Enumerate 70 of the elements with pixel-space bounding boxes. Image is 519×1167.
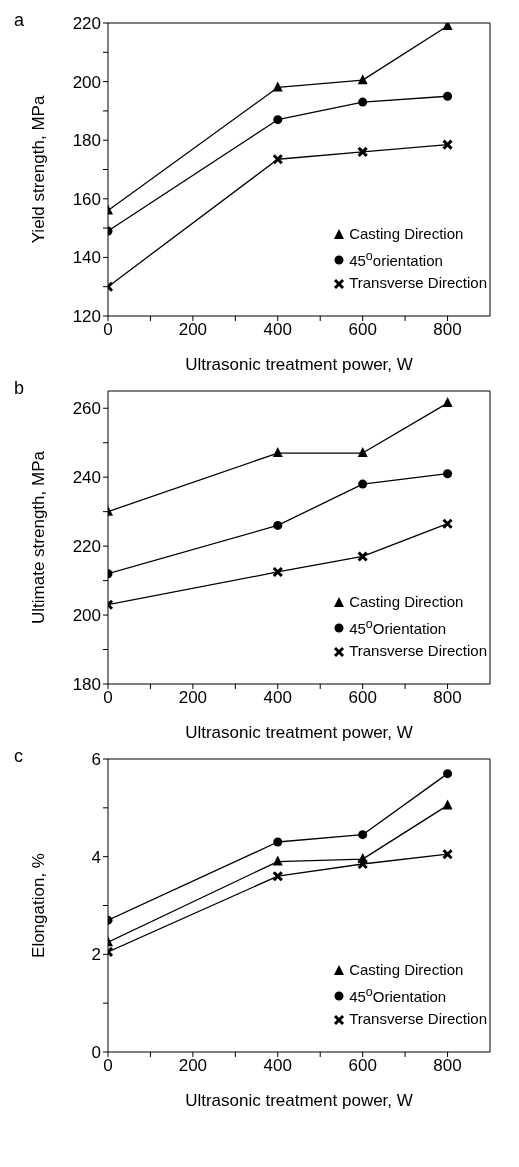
y-tick-label: 160 — [72, 189, 101, 209]
x-tick-label: 400 — [263, 688, 292, 708]
x-tick-label: 800 — [433, 1056, 462, 1076]
point — [273, 837, 283, 847]
x-tick-label: 200 — [178, 688, 208, 708]
point — [442, 397, 453, 408]
y-tick-label: 4 — [91, 847, 101, 867]
point — [442, 139, 454, 151]
x-axis-title: Ultrasonic treatment power, W — [185, 355, 413, 374]
y-tick-label: 140 — [72, 248, 101, 268]
point — [442, 518, 454, 530]
point — [442, 848, 454, 860]
y-tick-label: 180 — [72, 675, 101, 695]
x-axis-title: Ultrasonic treatment power, W — [185, 1091, 413, 1110]
point — [357, 550, 369, 562]
x-tick-label: 600 — [348, 688, 377, 708]
y-tick-label: 0 — [91, 1043, 101, 1063]
y-axis-title: Elongation, % — [29, 853, 49, 958]
y-axis-title: Yield strength, MPa — [29, 95, 49, 244]
text: c — [14, 746, 23, 767]
point — [358, 479, 368, 489]
point — [273, 520, 283, 530]
x-tick-label: 400 — [263, 320, 292, 340]
y-tick-label: 200 — [72, 606, 101, 626]
legend-label: Transverse Direction — [349, 273, 487, 293]
x-tick-label: 600 — [348, 320, 377, 340]
text: a — [14, 10, 25, 31]
point — [443, 469, 453, 479]
y-tick-label: 240 — [72, 468, 101, 488]
point — [272, 81, 283, 92]
y-tick-label: 2 — [91, 945, 101, 965]
x-tick-label: 400 — [263, 1056, 292, 1076]
text: b — [14, 378, 25, 399]
legend-label: 45$^{o}$Orientation — [349, 616, 447, 639]
x-axis-title: Ultrasonic treatment power, W — [185, 723, 413, 742]
legend-label: 45$^{o}$Orientation — [349, 984, 447, 1007]
point — [358, 830, 368, 840]
y-tick-label: 6 — [91, 750, 101, 770]
x-tick-label: 800 — [433, 320, 462, 340]
point — [273, 115, 283, 125]
y-tick-label: 260 — [72, 399, 101, 419]
x-tick-label: 600 — [348, 1056, 377, 1076]
y-tick-label: 120 — [72, 307, 101, 327]
legend-label: 45$^{o}$orientation — [349, 248, 443, 271]
legend-label: Casting Direction — [349, 592, 464, 612]
point — [442, 799, 453, 810]
legend-label: Transverse Direction — [349, 641, 487, 661]
point — [272, 870, 284, 882]
y-tick-label: 220 — [72, 537, 101, 557]
point — [272, 566, 284, 578]
legend-label: Transverse Direction — [349, 1009, 487, 1029]
point — [358, 97, 368, 107]
point — [272, 153, 284, 165]
y-tick-label: 180 — [72, 131, 101, 151]
legend-label: Casting Direction — [349, 960, 464, 980]
point — [272, 447, 283, 458]
point — [443, 91, 453, 101]
y-tick-label: 220 — [72, 14, 101, 34]
point — [272, 855, 283, 866]
x-tick-label: 200 — [178, 320, 208, 340]
point — [357, 447, 368, 458]
y-axis-title: Ultimate strength, MPa — [29, 450, 49, 624]
legend-label: Casting Direction — [349, 224, 464, 244]
point — [357, 146, 369, 158]
x-tick-label: 800 — [433, 688, 462, 708]
point — [357, 74, 368, 85]
point — [443, 769, 453, 779]
x-tick-label: 200 — [178, 1056, 208, 1076]
y-tick-label: 200 — [72, 72, 101, 92]
point — [357, 858, 369, 870]
